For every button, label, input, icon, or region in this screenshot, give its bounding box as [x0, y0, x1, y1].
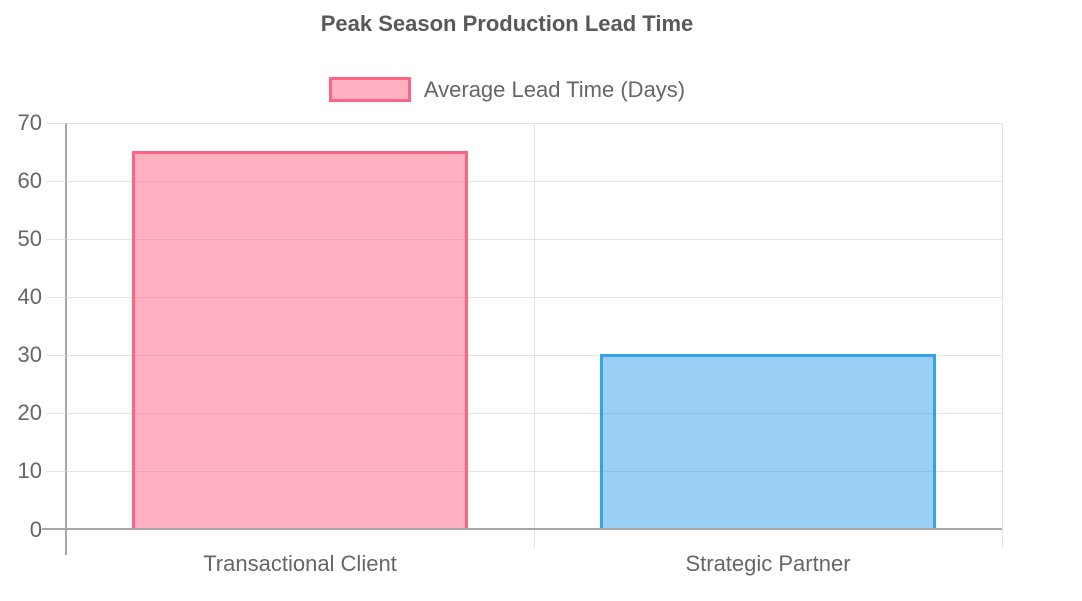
y-axis-line	[64, 123, 67, 555]
gridline-x-right-edge	[1001, 123, 1003, 548]
y-tickmark-60	[46, 180, 66, 182]
y-tickmark-30	[46, 354, 66, 356]
y-tick-label-20: 20	[17, 400, 42, 426]
y-tick-label-30: 30	[17, 342, 42, 368]
legend-label: Average Lead Time (Days)	[423, 77, 686, 102]
y-tick-label-50: 50	[17, 226, 42, 252]
y-tickmark-50	[46, 238, 66, 240]
legend-item[interactable]: Average Lead Time (Days)	[0, 77, 1014, 102]
y-tick-label-10: 10	[17, 458, 42, 484]
y-tick-label-40: 40	[17, 284, 42, 310]
bar-strategic-partner[interactable]	[600, 354, 936, 530]
y-tick-label-0: 0	[29, 516, 42, 542]
y-tickmark-40	[46, 296, 66, 298]
x-category-label-strategic-partner: Strategic Partner	[685, 551, 851, 576]
bar-transactional-client[interactable]	[132, 151, 468, 530]
y-tickmark-10	[46, 470, 66, 472]
y-tickmark-20	[46, 412, 66, 414]
y-tickmark-70	[46, 122, 66, 124]
x-axis-baseline	[42, 528, 1002, 530]
x-category-label-transactional-client: Transactional Client	[203, 551, 397, 576]
y-tick-label-60: 60	[17, 168, 42, 194]
chart-title: Peak Season Production Lead Time	[320, 11, 694, 36]
legend-swatch	[328, 77, 411, 102]
gridline-x-category-boundary	[533, 123, 535, 548]
y-tick-label-70: 70	[17, 110, 42, 135]
